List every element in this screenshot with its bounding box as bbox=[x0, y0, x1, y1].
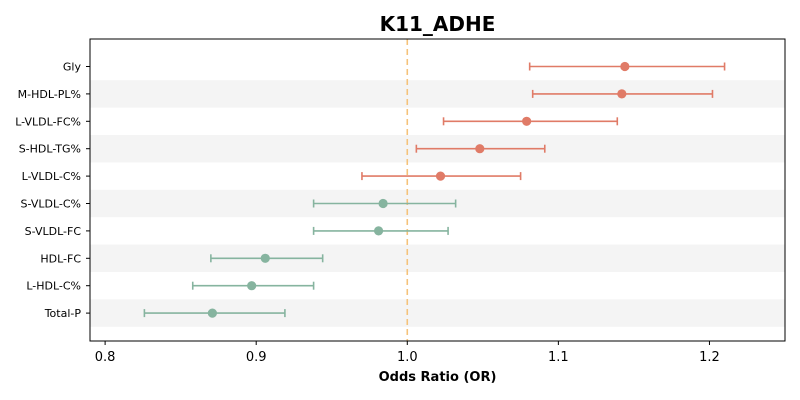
y-tick-label: L-HDL-C% bbox=[26, 280, 81, 293]
or-point bbox=[475, 144, 485, 154]
or-point bbox=[373, 226, 384, 236]
y-tick-label: Gly bbox=[63, 61, 82, 74]
chart-title: K11_ADHE bbox=[380, 12, 496, 36]
plot-frame bbox=[89, 38, 786, 342]
or-point bbox=[378, 198, 388, 209]
y-tick-label: Total-P bbox=[44, 307, 82, 320]
y-tick-label: S-HDL-TG% bbox=[19, 143, 81, 156]
or-point bbox=[207, 308, 217, 318]
or-point bbox=[260, 253, 270, 263]
x-tick-label: 1.0 bbox=[397, 350, 418, 365]
y-axis: Gly M-HDL-PL% L-VLDL-FC% S-HDL-TG% L-VLDL-C%… bbox=[15, 61, 90, 320]
or-point bbox=[435, 171, 446, 181]
y-tick-label: S-VLDL-C% bbox=[21, 198, 81, 211]
data-marks bbox=[143, 61, 726, 318]
or-point bbox=[620, 61, 630, 72]
x-tick-label: 1.2 bbox=[699, 350, 720, 365]
y-tick-label: L-VLDL-C% bbox=[22, 170, 81, 183]
y-tick-label: M-HDL-PL% bbox=[18, 88, 81, 101]
x-tick-label: 0.8 bbox=[95, 350, 116, 365]
or-point bbox=[617, 89, 627, 99]
or-point bbox=[522, 116, 532, 126]
x-axis-label: Odds Ratio (OR) bbox=[379, 370, 497, 385]
row-stripe bbox=[90, 244, 785, 272]
x-tick-label: 0.9 bbox=[246, 350, 267, 365]
x-tick-label: 1.1 bbox=[548, 350, 569, 365]
y-tick-label: HDL-FC bbox=[40, 252, 81, 265]
x-axis: 0.8 0.9 1.0 1.1 1.2 bbox=[95, 341, 720, 365]
y-tick-label: L-VLDL-FC% bbox=[15, 115, 81, 128]
or-point bbox=[247, 281, 257, 291]
y-tick-label: S-VLDL-FC bbox=[25, 225, 82, 238]
